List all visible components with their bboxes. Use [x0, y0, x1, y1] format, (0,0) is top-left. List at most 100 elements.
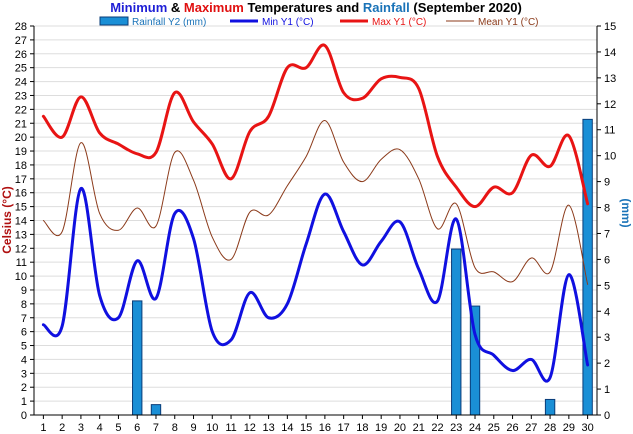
tick-label-left-3: 3	[21, 368, 27, 380]
rainfall-bar-day-23	[451, 248, 462, 416]
tick-label-right-14: 14	[604, 47, 616, 59]
tick-label-x-30: 30	[581, 422, 593, 434]
tick-label-x-2: 2	[59, 422, 65, 434]
tick-label-right-4: 4	[604, 306, 610, 318]
tick-label-right-10: 10	[604, 151, 616, 163]
tick-label-x-12: 12	[244, 422, 256, 434]
tick-label-x-17: 17	[338, 422, 350, 434]
tick-label-left-15: 15	[15, 202, 27, 214]
legend-swatch-rainfall	[99, 16, 129, 26]
grid	[34, 25, 597, 416]
tick-label-left-1: 1	[21, 396, 27, 408]
tick-label-left-28: 28	[15, 21, 27, 33]
tick-label-left-21: 21	[15, 118, 27, 130]
chart-title-part-2: Maximum	[184, 0, 244, 15]
min-temperature-line	[41, 187, 590, 383]
tick-label-left-20: 20	[15, 132, 27, 144]
tick-label-right-1: 1	[604, 384, 610, 396]
tick-label-x-21: 21	[413, 422, 425, 434]
tick-label-x-3: 3	[78, 422, 84, 434]
tick-label-x-26: 26	[506, 422, 518, 434]
chart-title: Minimum & Maximum Temperatures and Rainf…	[110, 0, 522, 15]
axes: 0123456789101112131415161718192021222324…	[15, 21, 617, 434]
legend: Rainfall Y2 (mm) Min Y1 (°C) Max Y1 (°C) Me…	[99, 16, 539, 28]
tick-label-x-18: 18	[356, 422, 368, 434]
tick-label-left-6: 6	[21, 327, 27, 339]
chart-title-part-4: Rainfall	[363, 0, 410, 15]
tick-label-right-11: 11	[604, 125, 615, 137]
tick-label-x-20: 20	[394, 422, 406, 434]
tick-label-left-14: 14	[15, 216, 27, 228]
tick-label-x-9: 9	[190, 422, 196, 434]
tick-label-x-4: 4	[97, 422, 103, 434]
tick-label-left-17: 17	[15, 174, 27, 186]
tick-label-left-22: 22	[15, 104, 27, 116]
tick-label-x-8: 8	[172, 422, 178, 434]
tick-label-left-16: 16	[15, 188, 27, 200]
chart-title-part-0: Minimum	[110, 0, 167, 15]
tick-label-left-11: 11	[16, 257, 27, 269]
tick-label-x-6: 6	[134, 422, 140, 434]
tick-label-right-13: 13	[604, 73, 616, 85]
tick-label-right-5: 5	[604, 280, 610, 292]
tick-label-x-16: 16	[319, 422, 331, 434]
legend-label-rain: Rainfall Y2 (mm)	[132, 17, 206, 28]
tick-label-x-1: 1	[40, 422, 46, 434]
tick-label-left-19: 19	[15, 146, 27, 158]
tick-label-x-25: 25	[488, 422, 500, 434]
chart-title-part-1: &	[167, 0, 184, 15]
mean-temperature-line	[42, 119, 589, 285]
temperature-lines	[41, 43, 590, 383]
tick-label-right-8: 8	[604, 203, 610, 215]
tick-label-left-18: 18	[15, 160, 27, 172]
tick-label-right-6: 6	[604, 254, 610, 266]
tick-label-left-13: 13	[15, 229, 27, 241]
chart-title-part-5: (September 2020)	[410, 0, 522, 15]
tick-label-x-22: 22	[431, 422, 443, 434]
chart-title-part-3: Temperatures and	[244, 0, 363, 15]
tick-label-x-24: 24	[469, 422, 481, 434]
tick-label-right-12: 12	[604, 99, 616, 111]
tick-label-left-5: 5	[21, 341, 27, 353]
tick-label-x-15: 15	[300, 422, 312, 434]
tick-label-x-7: 7	[153, 422, 159, 434]
legend-label-mean: Mean Y1 (°C)	[478, 17, 539, 28]
y-axis-right-label: (mm)	[619, 198, 633, 227]
tick-label-x-19: 19	[375, 422, 387, 434]
tick-label-x-28: 28	[544, 422, 556, 434]
tick-label-right-7: 7	[604, 228, 610, 240]
tick-label-left-7: 7	[21, 313, 27, 325]
tick-label-right-9: 9	[604, 177, 610, 189]
max-temperature-line	[41, 43, 590, 209]
tick-label-right-3: 3	[604, 332, 610, 344]
tick-label-right-0: 0	[604, 410, 610, 422]
legend-label-max: Max Y1 (°C)	[372, 17, 426, 28]
y-axis-left-label: Celsius (°C)	[0, 186, 14, 253]
tick-label-left-12: 12	[15, 243, 27, 255]
tick-label-left-10: 10	[15, 271, 27, 283]
tick-label-x-29: 29	[563, 422, 575, 434]
tick-label-x-27: 27	[525, 422, 537, 434]
tick-label-left-23: 23	[15, 90, 27, 102]
tick-label-left-8: 8	[21, 299, 27, 311]
tick-label-left-27: 27	[15, 35, 27, 47]
tick-label-x-14: 14	[281, 422, 293, 434]
tick-label-x-10: 10	[206, 422, 218, 434]
tick-label-x-23: 23	[450, 422, 462, 434]
tick-label-x-13: 13	[262, 422, 274, 434]
tick-label-left-4: 4	[21, 354, 27, 366]
tick-label-left-0: 0	[21, 410, 27, 422]
tick-label-x-11: 11	[225, 422, 236, 434]
rainfall-bar-day-7	[150, 404, 162, 416]
tick-label-left-25: 25	[15, 63, 27, 75]
tick-label-left-24: 24	[15, 77, 27, 89]
tick-label-right-15: 15	[604, 21, 616, 33]
rainfall-bar-day-28	[544, 398, 556, 416]
tick-label-left-26: 26	[15, 49, 27, 61]
tick-label-x-5: 5	[115, 422, 121, 434]
tick-label-left-9: 9	[21, 285, 27, 297]
tick-label-left-2: 2	[21, 382, 27, 394]
legend-label-min: Min Y1 (°C)	[262, 17, 314, 28]
